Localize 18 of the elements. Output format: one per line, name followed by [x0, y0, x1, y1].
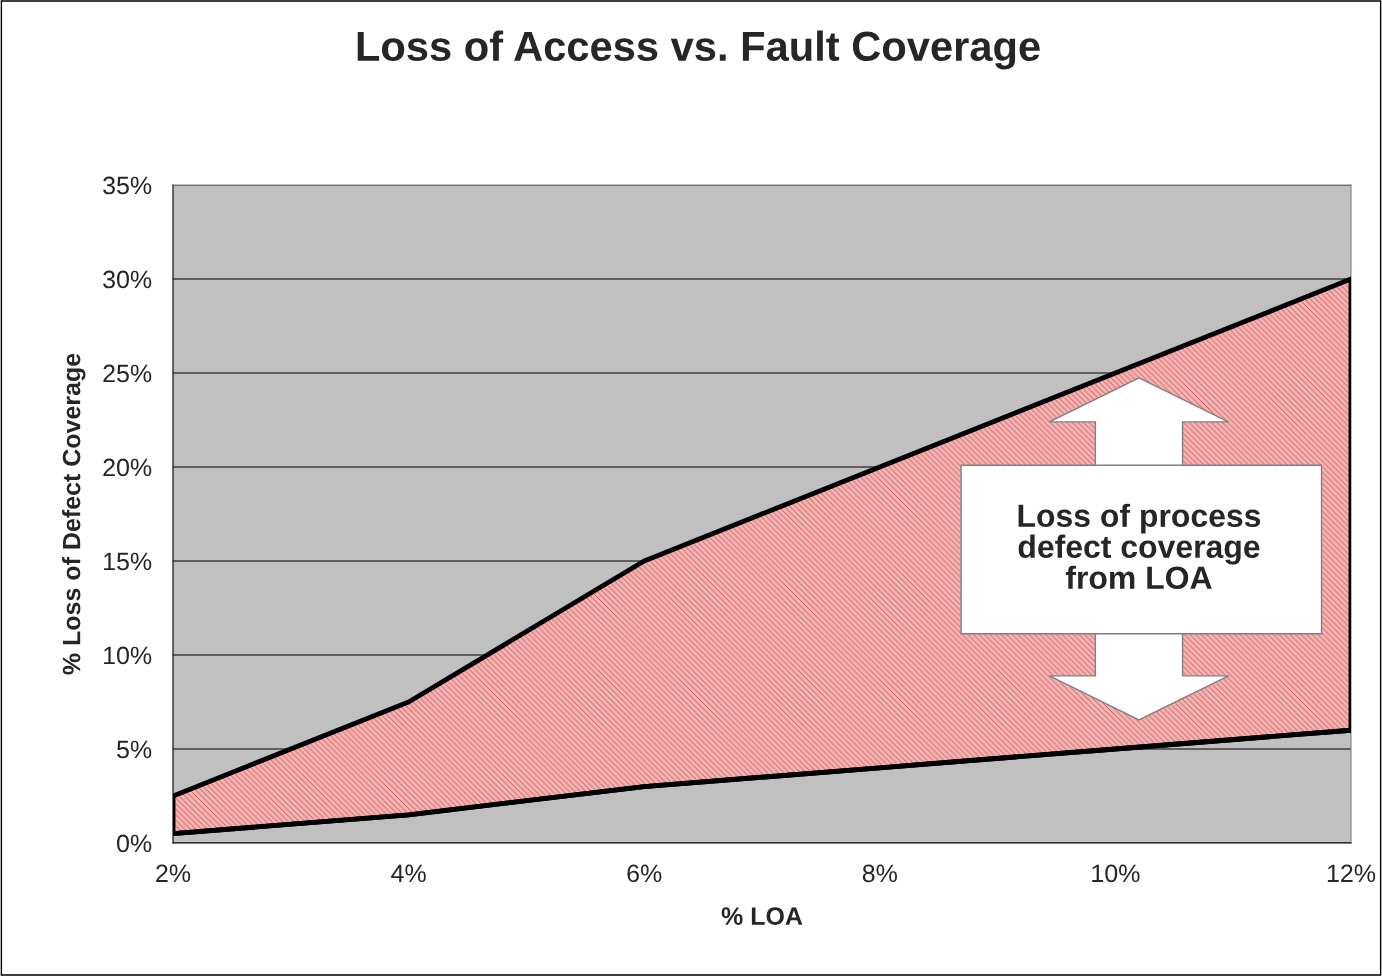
y-tick-label: 15%: [104, 552, 152, 571]
x-tick-label: 2%: [156, 864, 191, 883]
x-tick-label: 12%: [1327, 864, 1376, 883]
y-axis-title: % Loss of Defect Coverage: [62, 353, 86, 675]
y-tick-label: 25%: [103, 364, 152, 383]
y-tick-label: 20%: [103, 458, 152, 477]
y-tick-label: 30%: [103, 270, 152, 289]
annotation: Loss of process defect coverage from LOA: [1018, 503, 1261, 590]
x-tick-label: 8%: [862, 864, 897, 883]
y-tick-label: 0%: [117, 834, 152, 853]
x-tick-label: 10%: [1092, 864, 1140, 883]
x-axis-title: % LOA: [721, 907, 803, 925]
y-tick-label: 10%: [104, 646, 152, 665]
chart-title: Loss of Access vs. Fault Coverage: [357, 30, 1040, 70]
y-tick-label: 35%: [103, 176, 152, 195]
x-tick-label: 6%: [627, 864, 662, 883]
y-tick-label: 5%: [117, 740, 152, 759]
x-tick-label: 4%: [391, 864, 426, 883]
